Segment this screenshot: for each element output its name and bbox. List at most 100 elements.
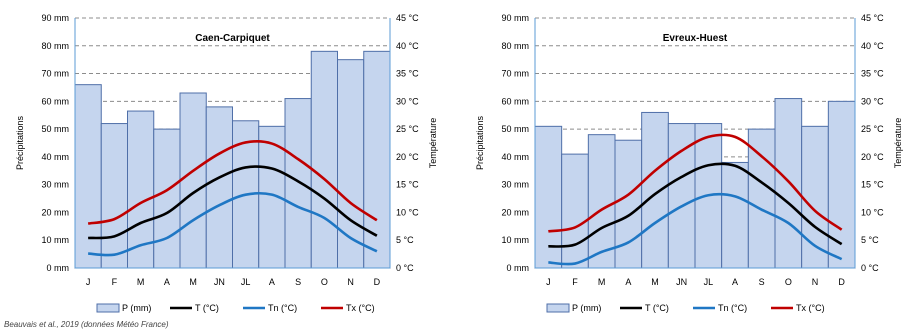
y-tick-label: 60 mm [41, 96, 69, 106]
bar-precip [100, 123, 128, 269]
legend-label: Tn (°C) [718, 303, 747, 313]
x-tick-label: S [295, 277, 301, 287]
x-tick-label: M [598, 277, 606, 287]
y2-tick-label: 25 °C [861, 124, 884, 134]
series-line-t [548, 162, 843, 248]
bar-precip [614, 139, 643, 269]
y2-axis-title: Température [893, 118, 903, 169]
legend-label: T (°C) [195, 303, 219, 313]
x-tick-label: A [625, 277, 631, 287]
x-tick-label: A [269, 277, 275, 287]
x-tick-label: O [785, 277, 792, 287]
y2-tick-label: 45 °C [396, 13, 419, 23]
bar-precip [774, 98, 803, 269]
bar-precip [667, 123, 696, 269]
chart-title: Caen-Carpiquet [195, 33, 270, 44]
bar-precip [205, 106, 233, 269]
y2-tick-label: 15 °C [861, 180, 884, 190]
y-axis-title: Précipitations [475, 115, 485, 170]
x-tick-label: F [112, 277, 118, 287]
legend-label: P (mm) [122, 303, 151, 313]
y2-tick-label: 5 °C [396, 235, 414, 245]
x-tick-label: F [572, 277, 578, 287]
y2-axis-title: Température [428, 118, 438, 169]
y-tick-label: 20 mm [41, 207, 69, 217]
y-tick-label: 80 mm [501, 41, 529, 51]
y-tick-label: 50 mm [501, 124, 529, 134]
bar-precip [721, 161, 749, 269]
x-tick-label: N [812, 277, 819, 287]
legend-label: P (mm) [572, 303, 601, 313]
series-line-tn [548, 192, 843, 266]
y-tick-label: 60 mm [501, 96, 529, 106]
x-tick-label: A [164, 277, 170, 287]
x-tick-label: J [86, 277, 91, 287]
legend-label: Tx (°C) [796, 303, 825, 313]
y2-tick-label: 35 °C [396, 69, 419, 79]
y2-tick-label: 20 °C [861, 152, 884, 162]
legend-swatch [546, 303, 570, 313]
series-line-tn [88, 191, 378, 257]
y2-tick-label: 30 °C [861, 96, 884, 106]
y2-tick-label: 25 °C [396, 124, 419, 134]
legend: P (mm) T (°C) Tn (°C) Tx (°C) [546, 303, 825, 313]
x-tick-label: M [651, 277, 659, 287]
x-tick-label: D [374, 277, 381, 287]
y-tick-label: 30 mm [501, 180, 529, 190]
legend-label: Tx (°C) [346, 303, 375, 313]
bar-precip [310, 50, 338, 269]
x-tick-label: N [347, 277, 354, 287]
y2-tick-label: 15 °C [396, 180, 419, 190]
x-tick-label: M [189, 277, 197, 287]
x-tick-label: JN [214, 277, 225, 287]
bar-precip [561, 153, 589, 269]
bar-precip [153, 128, 181, 269]
legend: P (mm) T (°C) Tn (°C) Tx (°C) [96, 303, 375, 313]
series-line-tx [87, 140, 378, 225]
legend-label: T (°C) [645, 303, 669, 313]
bar-precip [179, 92, 207, 269]
y-tick-label: 0 mm [47, 263, 70, 273]
y-tick-label: 70 mm [41, 69, 69, 79]
bar-precip [827, 100, 856, 269]
y2-tick-label: 20 °C [396, 152, 419, 162]
y-axis-title: Précipitations [15, 115, 25, 170]
series-line-tx [548, 133, 843, 233]
x-tick-label: A [732, 277, 738, 287]
y-tick-label: 40 mm [41, 152, 69, 162]
y-tick-label: 20 mm [501, 207, 529, 217]
series-line-t [88, 165, 378, 240]
legend-label: Tn (°C) [268, 303, 297, 313]
y2-tick-label: 30 °C [396, 96, 419, 106]
y-tick-label: 0 mm [507, 263, 530, 273]
x-tick-label: M [137, 277, 145, 287]
y-tick-label: 10 mm [501, 235, 529, 245]
chart-panel-1: 0 mm 10 mm 20 mm 30 mm 40 mm 50 mm 60 mm 70 mm 8… [15, 13, 438, 313]
y2-tick-label: 5 °C [861, 235, 879, 245]
bar-precip [74, 84, 102, 269]
y2-tick-label: 10 °C [396, 207, 419, 217]
y2-tick-label: 45 °C [861, 13, 884, 23]
y2-tick-label: 40 °C [861, 41, 884, 51]
bar-precip [641, 111, 669, 269]
y-tick-label: 90 mm [501, 13, 529, 23]
y2-tick-label: 0 °C [396, 263, 414, 273]
x-tick-label: D [838, 277, 845, 287]
y2-tick-label: 40 °C [396, 41, 419, 51]
y-tick-label: 80 mm [41, 41, 69, 51]
y2-tick-label: 10 °C [861, 207, 884, 217]
y-tick-label: 10 mm [41, 235, 69, 245]
y2-tick-label: 0 °C [861, 263, 879, 273]
y-tick-label: 30 mm [41, 180, 69, 190]
source-note: Beauvais et al., 2019 (données Météo Fra… [4, 320, 169, 329]
x-tick-label: O [321, 277, 328, 287]
y2-tick-label: 35 °C [861, 69, 884, 79]
chart-panel-2: 0 mm 10 mm 20 mm 30 mm 40 mm 50 mm 60 mm 70 mm 8… [475, 13, 903, 313]
y-tick-label: 70 mm [501, 69, 529, 79]
x-tick-label: JL [704, 277, 714, 287]
x-tick-label: JL [241, 277, 251, 287]
legend-swatch [96, 303, 120, 313]
y-tick-label: 40 mm [501, 152, 529, 162]
y-tick-label: 90 mm [41, 13, 69, 23]
